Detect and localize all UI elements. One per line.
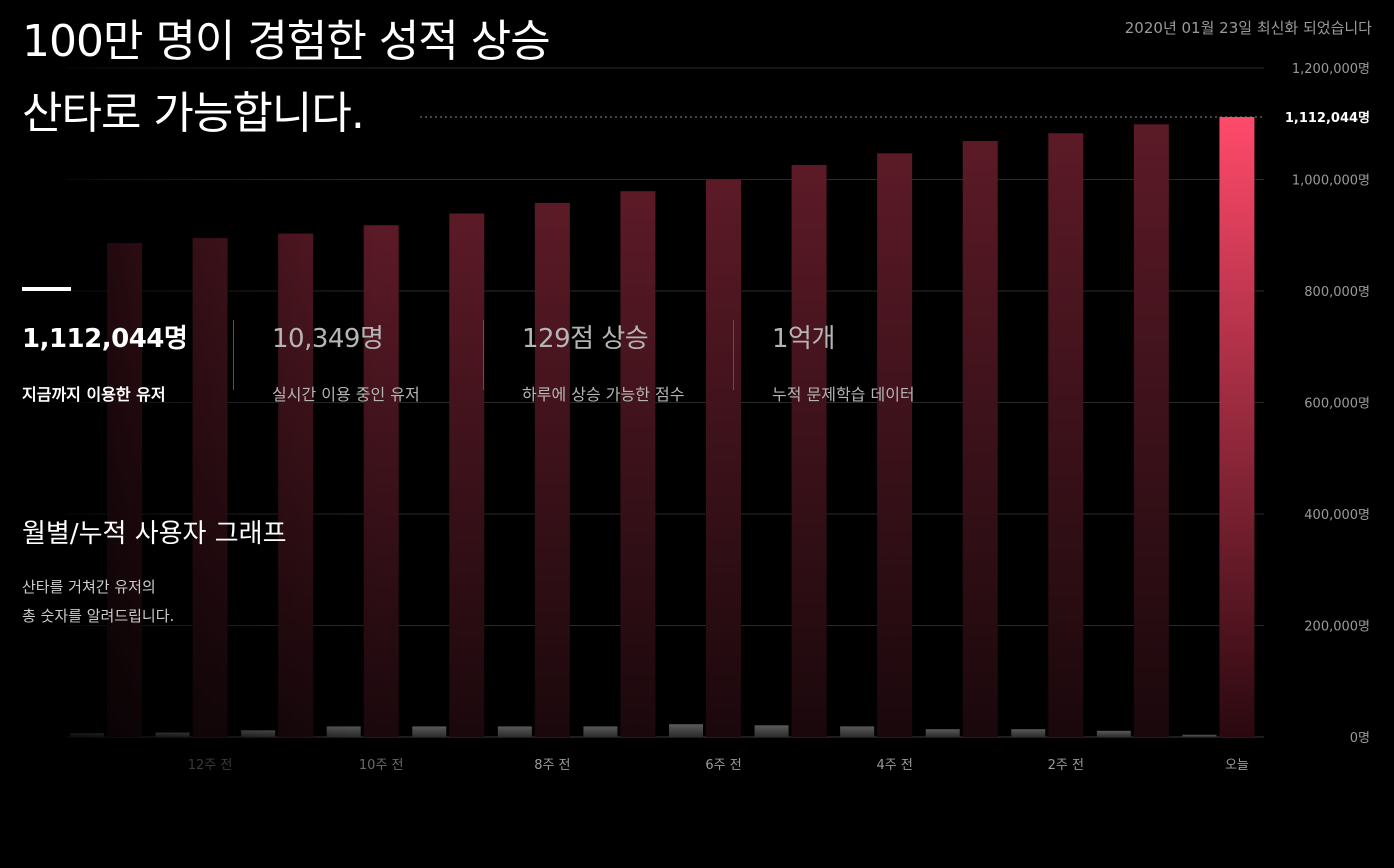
headline-line-2: 산타로 가능합니다. xyxy=(22,88,365,139)
stat-label: 하루에 상승 가능한 점수 xyxy=(522,385,685,404)
stat-daily-score: 129점 상승 하루에 상승 가능한 점수 xyxy=(522,318,684,405)
stat-live-users: 10,349명 실시간 이용 중인 유저 xyxy=(272,318,420,405)
weekly-bar xyxy=(840,726,875,737)
x-tick-label: 6주 전 xyxy=(705,758,741,773)
stat-divider xyxy=(733,320,734,390)
weekly-bar xyxy=(1096,730,1131,737)
y-tick-label: 400,000명 xyxy=(1304,508,1370,523)
y-tick-label: 800,000명 xyxy=(1304,285,1370,300)
weekly-bar xyxy=(1011,729,1046,737)
weekly-bar xyxy=(754,725,789,737)
headline-line-1: 100만 명이 경험한 성적 상승 xyxy=(22,16,551,67)
stat-value: 10,349명 xyxy=(272,324,384,354)
weekly-bar xyxy=(497,726,532,737)
cumulative-bar xyxy=(449,213,485,737)
cumulative-bar xyxy=(1048,133,1084,738)
x-tick-label: 오늘 xyxy=(1225,758,1249,773)
update-date: 2020년 01월 23일 최신화 되었습니다 xyxy=(1124,19,1372,37)
cumulative-bar xyxy=(962,141,998,738)
x-tick-label: 4주 전 xyxy=(876,758,912,773)
x-tick-label: 8주 전 xyxy=(534,758,570,773)
stat-value: 129점 상승 xyxy=(522,324,649,354)
weekly-bar xyxy=(669,724,703,737)
cumulative-bar xyxy=(877,153,913,738)
section-title: 월별/누적 사용자 그래프 xyxy=(22,519,287,549)
stat-divider xyxy=(233,320,234,390)
section-description: 산타를 거쳐간 유저의 총 숫자를 알려드립니다. xyxy=(22,573,174,631)
stat-learning-data: 1억개 누적 문제학습 데이터 xyxy=(772,318,915,405)
weekly-bar xyxy=(412,726,447,737)
weekly-bar xyxy=(583,726,618,737)
x-tick-label: 10주 전 xyxy=(359,758,404,773)
cumulative-bar xyxy=(706,179,741,737)
stat-label: 실시간 이용 중인 유저 xyxy=(272,385,420,404)
y-tick-label: 1,200,000명 xyxy=(1292,62,1370,77)
description-line: 산타를 거쳐간 유저의 xyxy=(22,578,156,596)
stat-total-users: 1,112,044명 지금까지 이용한 유저 xyxy=(22,318,188,405)
description-line: 총 숫자를 알려드립니다. xyxy=(22,607,175,625)
x-tick-label: 12주 전 xyxy=(188,758,233,773)
stat-label: 누적 문제학습 데이터 xyxy=(772,385,915,404)
highlight-value-label: 1,112,044명 xyxy=(1285,110,1370,126)
stat-label: 지금까지 이용한 유저 xyxy=(22,385,166,404)
y-tick-label: 200,000명 xyxy=(1304,620,1370,635)
y-tick-label: 0명 xyxy=(1350,731,1370,746)
y-tick-label: 1,000,000명 xyxy=(1292,174,1370,189)
x-tick-label: 2주 전 xyxy=(1048,758,1084,773)
left-fade-overlay xyxy=(0,0,380,868)
accent-line xyxy=(22,287,71,291)
weekly-bar xyxy=(925,729,960,737)
stat-divider xyxy=(483,320,484,390)
y-tick-label: 600,000명 xyxy=(1304,397,1370,412)
cumulative-bar xyxy=(1219,117,1255,738)
stat-value: 1,112,044명 xyxy=(22,324,188,354)
cumulative-bar xyxy=(791,165,827,737)
weekly-bar xyxy=(1182,734,1217,737)
cumulative-bar xyxy=(1133,124,1169,738)
cumulative-bar xyxy=(620,191,656,737)
stat-value: 1억개 xyxy=(772,324,835,354)
cumulative-bar xyxy=(534,202,570,738)
